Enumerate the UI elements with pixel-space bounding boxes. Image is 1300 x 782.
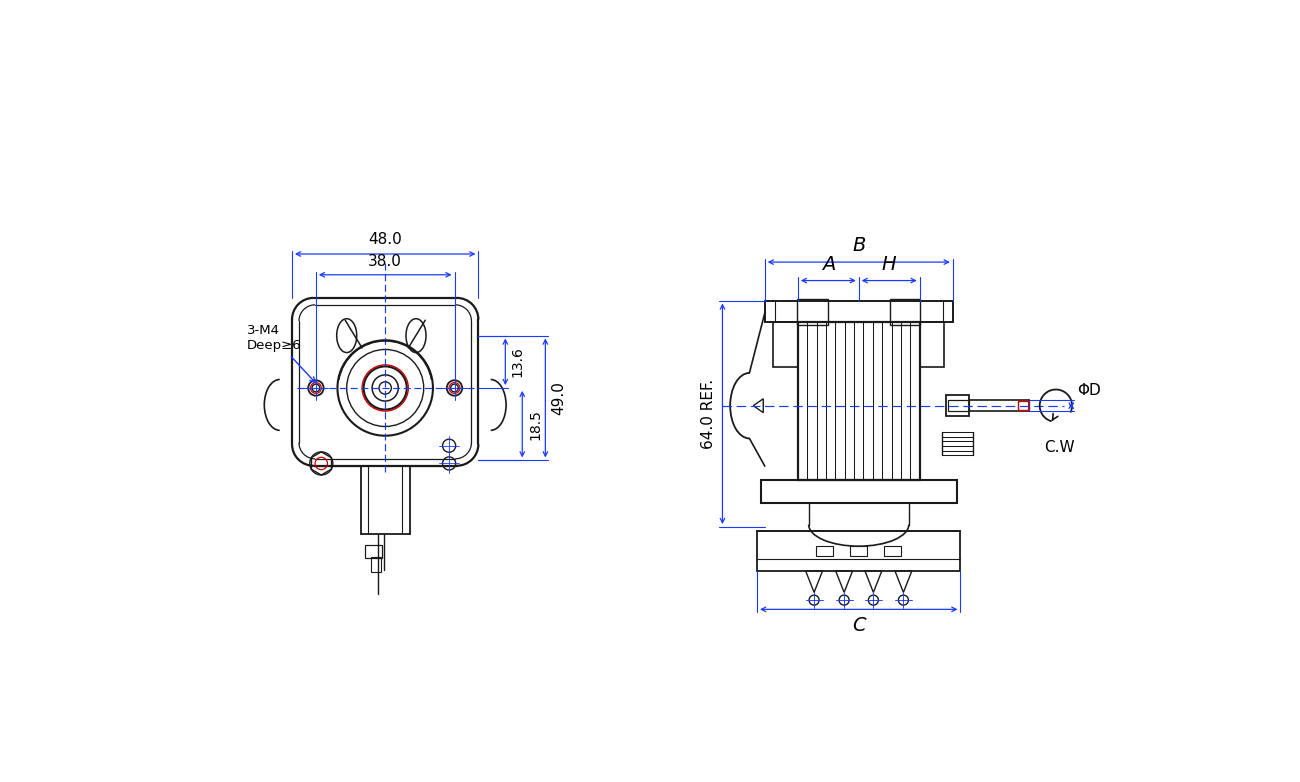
Bar bbox=[889, 299, 920, 325]
Text: 64.0 REF.: 64.0 REF. bbox=[701, 378, 715, 449]
Bar bbox=[884, 546, 901, 556]
Text: H: H bbox=[881, 256, 897, 274]
Bar bbox=[850, 546, 867, 556]
Bar bbox=[798, 322, 919, 480]
Bar bbox=[757, 531, 961, 571]
Text: 13.6: 13.6 bbox=[511, 346, 525, 377]
Bar bbox=[816, 546, 833, 556]
Text: 48.0: 48.0 bbox=[368, 232, 402, 247]
Bar bbox=[946, 395, 968, 416]
Bar bbox=[919, 322, 944, 367]
Text: 49.0: 49.0 bbox=[551, 381, 567, 415]
Text: C.W: C.W bbox=[1044, 439, 1075, 454]
Bar bbox=[774, 322, 798, 367]
Bar bbox=[1018, 401, 1028, 410]
Bar bbox=[764, 300, 953, 322]
Text: B: B bbox=[852, 236, 866, 255]
Text: 38.0: 38.0 bbox=[368, 253, 402, 269]
Text: 3-M4
Deep≥6: 3-M4 Deep≥6 bbox=[247, 324, 316, 382]
Bar bbox=[797, 299, 828, 325]
Bar bbox=[370, 557, 381, 572]
Bar bbox=[948, 400, 968, 411]
Bar bbox=[760, 480, 957, 503]
Text: A: A bbox=[822, 256, 835, 274]
Text: 18.5: 18.5 bbox=[528, 409, 542, 439]
Text: ΦD: ΦD bbox=[1078, 383, 1101, 398]
Bar bbox=[365, 545, 382, 558]
Text: C: C bbox=[852, 616, 866, 635]
